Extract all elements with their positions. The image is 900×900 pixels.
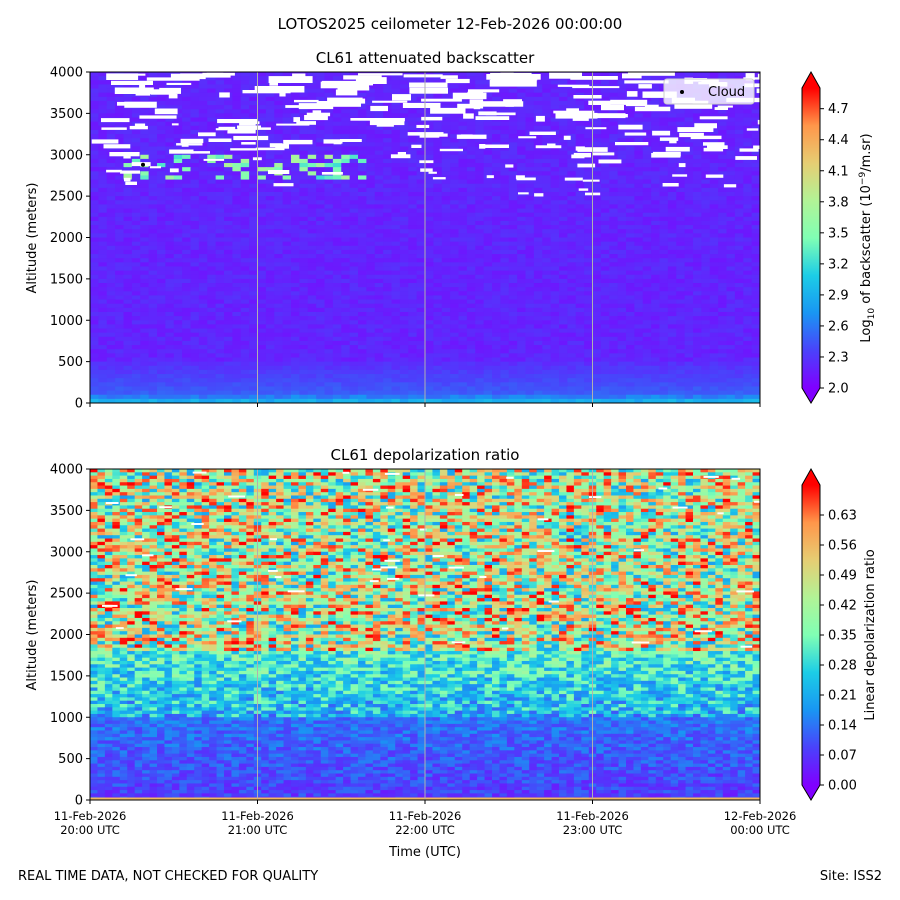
colorbar-gradient bbox=[802, 485, 820, 785]
x-tick-label: 11-Feb-2026 20:00 UTC bbox=[54, 809, 127, 837]
colorbar-tick-label: 3.8 bbox=[828, 195, 849, 210]
colorbar-tick-label: 0.07 bbox=[828, 749, 857, 764]
colorbar-tick-label: 0.14 bbox=[828, 719, 857, 734]
colorbar-tick-label: 0.56 bbox=[828, 539, 857, 554]
depolarization-colorbar: 0.00 0.07 0.14 0.21 0.28 0.35 0.42 0.49 0.56 0.63… bbox=[801, 467, 878, 801]
depolarization-y-axis-label: Altitude (meters) bbox=[25, 580, 40, 691]
colorbar-top-extend bbox=[802, 469, 820, 485]
legend-label-cloud: Cloud bbox=[708, 85, 745, 100]
colorbar-tick-label: 4.7 bbox=[828, 102, 849, 117]
backscatter-title: CL61 attenuated backscatter bbox=[315, 49, 535, 67]
colorbar-tick-label: 0.28 bbox=[828, 659, 857, 674]
colorbar-tick-label: 3.5 bbox=[828, 226, 849, 241]
y-tick-label: 1000 bbox=[50, 711, 83, 726]
colorbar-bottom-extend bbox=[802, 785, 820, 800]
figure-title: LOTOS2025 ceilometer 12-Feb-2026 00:00:0… bbox=[277, 15, 623, 33]
y-tick-label: 500 bbox=[58, 752, 83, 767]
colorbar-tick-label: 0.35 bbox=[828, 629, 857, 644]
colorbar-top-extend bbox=[802, 72, 820, 88]
y-tick-label: 4000 bbox=[50, 66, 83, 81]
colorbar-tick-label: 0.21 bbox=[828, 689, 857, 704]
y-tick-label: 2000 bbox=[50, 231, 83, 246]
y-tick-label: 1000 bbox=[50, 314, 83, 329]
legend-box bbox=[663, 78, 755, 105]
site-label: Site: ISS2 bbox=[819, 869, 882, 884]
colorbar-tick-label: 3.2 bbox=[828, 257, 849, 272]
depolarization-panel: 0 500 1000 1500 2000 2500 3000 3500 4000 11-Feb-… bbox=[25, 463, 796, 861]
y-tick-label: 2500 bbox=[50, 587, 83, 602]
x-axis-label: Time (UTC) bbox=[388, 845, 461, 860]
y-tick-label: 2500 bbox=[50, 190, 83, 205]
y-tick-label: 500 bbox=[58, 355, 83, 370]
y-tick-label: 2000 bbox=[50, 628, 83, 643]
colorbar-tick-label: 0.42 bbox=[828, 599, 857, 614]
y-tick-label: 3000 bbox=[50, 148, 83, 163]
cloud-marker-icon bbox=[680, 90, 684, 94]
backscatter-panel: 0 500 1000 1500 2000 2500 3000 3500 4000 Altitud… bbox=[25, 66, 761, 412]
colorbar-tick-label: 2.3 bbox=[828, 350, 849, 365]
cloud-base-point bbox=[141, 162, 145, 167]
colorbar-tick-label: 4.1 bbox=[828, 164, 849, 179]
cloud-legend: Cloud bbox=[663, 78, 755, 105]
backscatter-colorbar: 2.0 2.3 2.6 2.9 3.2 3.5 3.8 4.1 4.4 4.7 Log10 of … bbox=[801, 70, 877, 404]
y-tick-label: 3500 bbox=[50, 107, 83, 122]
y-tick-label: 4000 bbox=[50, 463, 83, 478]
y-tick-label: 0 bbox=[75, 397, 83, 412]
x-tick-label: 12-Feb-2026 00:00 UTC bbox=[724, 809, 797, 837]
depolarization-colorbar-label: Linear depolarization ratio bbox=[863, 549, 878, 720]
x-tick-label: 11-Feb-2026 22:00 UTC bbox=[389, 809, 462, 837]
colorbar-tick-label: 0.00 bbox=[828, 779, 857, 794]
x-tick-label: 11-Feb-2026 23:00 UTC bbox=[556, 809, 629, 837]
backscatter-colorbar-label: Log10 of backscatter (10−9/m.sr) bbox=[858, 133, 877, 342]
colorbar-tick-label: 4.4 bbox=[828, 133, 849, 148]
colorbar-tick-label: 2.9 bbox=[828, 288, 849, 303]
x-tick-label: 11-Feb-2026 21:00 UTC bbox=[221, 809, 294, 837]
backscatter-y-axis-label: Altitude (meters) bbox=[25, 183, 40, 294]
y-tick-label: 3500 bbox=[50, 504, 83, 519]
colorbar-tick-label: 0.63 bbox=[828, 509, 857, 524]
y-tick-label: 0 bbox=[75, 794, 83, 809]
y-tick-label: 1500 bbox=[50, 272, 83, 287]
y-tick-label: 1500 bbox=[50, 669, 83, 684]
colorbar-tick-label: 0.49 bbox=[828, 569, 857, 584]
colorbar-bottom-extend bbox=[802, 388, 820, 403]
colorbar-tick-label: 2.6 bbox=[828, 319, 849, 334]
colorbar-tick-label: 2.0 bbox=[828, 382, 849, 397]
colorbar-gradient bbox=[802, 88, 820, 388]
depolarization-title: CL61 depolarization ratio bbox=[330, 446, 520, 464]
quality-disclaimer: REAL TIME DATA, NOT CHECKED FOR QUALITY bbox=[18, 869, 319, 884]
y-tick-label: 3000 bbox=[50, 545, 83, 560]
